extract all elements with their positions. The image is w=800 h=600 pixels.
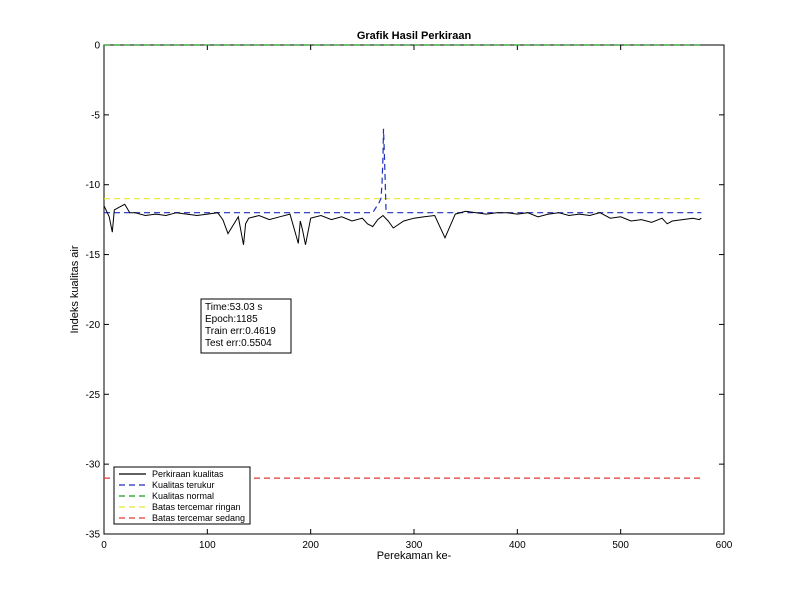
- series-layer: [103, 44, 702, 479]
- y-tick-label: -10: [86, 180, 101, 191]
- info-line: Epoch:1185: [205, 314, 258, 325]
- axis-ticks: 0 100 200 300 400 500 600 0 -5 -10 -15 -20 -25 -30 -35: [86, 41, 733, 552]
- info-box-frame: [200, 298, 292, 354]
- legend-label: Perkiraan kualitas: [152, 469, 224, 479]
- x-tick-label: 600: [716, 540, 733, 551]
- x-tick-label: 100: [199, 540, 216, 551]
- legend-label: Batas tercemar sedang: [152, 513, 245, 523]
- info-line: Test err:0.5504: [205, 338, 272, 349]
- y-tick-label: -25: [86, 390, 101, 401]
- plot-area: [103, 44, 725, 535]
- info-line: Time:53.03 s: [205, 302, 262, 313]
- x-tick-label: 500: [612, 540, 629, 551]
- series-line-perkiraan-kualitas: [103, 203, 702, 245]
- y-tick-label: -20: [86, 320, 101, 331]
- y-tick-label: 0: [94, 41, 100, 52]
- y-tick-label: -15: [86, 250, 101, 261]
- chart-title: Grafik Hasil Perkiraan: [357, 30, 472, 42]
- x-tick-label: 400: [509, 540, 526, 551]
- legend-frame: [113, 466, 251, 525]
- legend-label: Kualitas terukur: [152, 480, 215, 490]
- y-tick-label: -30: [86, 460, 101, 471]
- x-tick-label: 200: [302, 540, 319, 551]
- legend-label: Batas tercemar ringan: [152, 502, 241, 512]
- y-axis-label: Indeks kualitas air: [69, 245, 81, 333]
- x-tick-label: 300: [406, 540, 423, 551]
- x-axis-label: Perekaman ke-: [377, 550, 452, 562]
- info-line: Train err:0.4619: [205, 326, 276, 337]
- series-line-kualitas-terukur: [104, 128, 702, 214]
- y-tick-label: -5: [91, 110, 100, 121]
- x-tick-label: 0: [101, 540, 107, 551]
- legend-label: Kualitas normal: [152, 491, 214, 501]
- y-tick-label: -35: [86, 530, 101, 541]
